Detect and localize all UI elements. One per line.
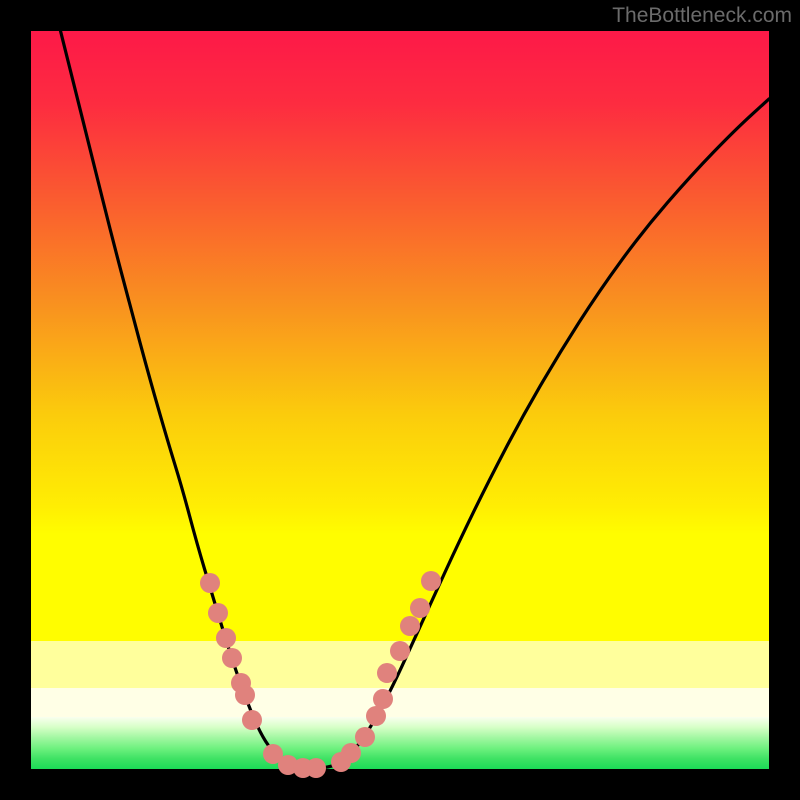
curve-markers bbox=[31, 31, 769, 769]
curve-marker bbox=[410, 598, 430, 618]
chart-area bbox=[31, 31, 769, 769]
curve-marker bbox=[200, 573, 220, 593]
curve-marker bbox=[373, 689, 393, 709]
watermark-text: TheBottleneck.com bbox=[612, 4, 792, 28]
curve-marker bbox=[208, 603, 228, 623]
curve-marker bbox=[355, 727, 375, 747]
curve-marker bbox=[242, 710, 262, 730]
curve-marker bbox=[377, 663, 397, 683]
curve-marker bbox=[421, 571, 441, 591]
curve-marker bbox=[390, 641, 410, 661]
curve-marker bbox=[306, 758, 326, 778]
outer-frame: TheBottleneck.com bbox=[0, 0, 800, 800]
curve-marker bbox=[222, 648, 242, 668]
curve-marker bbox=[341, 743, 361, 763]
curve-marker bbox=[216, 628, 236, 648]
curve-marker bbox=[400, 616, 420, 636]
curve-marker bbox=[235, 685, 255, 705]
